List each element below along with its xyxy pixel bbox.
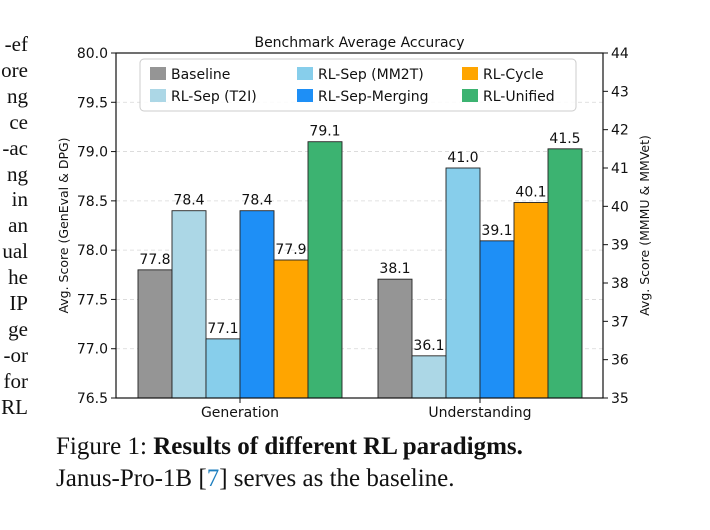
data-label-generation: 79.1 [309, 124, 340, 140]
bar-understanding-2 [445, 167, 481, 399]
right-tick-label: 35 [611, 391, 629, 407]
legend-entry: RL-Unified [483, 89, 555, 105]
right-tick-label: 37 [611, 314, 629, 330]
left-tick-label: 79.5 [77, 95, 108, 111]
side-text-line: he [8, 265, 28, 290]
legend-entry: RL-Cycle [483, 67, 544, 83]
legend-swatch [297, 67, 313, 80]
left-tick-label: 80.0 [77, 46, 108, 62]
bar-generation-2 [205, 338, 241, 399]
legend-swatch [150, 67, 166, 80]
side-text-line: an [8, 213, 28, 238]
left-tick-label: 78.0 [77, 243, 108, 259]
left-tick-label: 77.0 [77, 342, 108, 358]
data-label-understanding: 41.0 [447, 150, 478, 166]
bar-generation-3 [239, 210, 275, 399]
caption-text-b: ] serves as the baseline. [219, 465, 455, 492]
side-text-line: ore [1, 57, 28, 82]
data-label-generation: 78.4 [241, 193, 272, 209]
side-text-line: RL [1, 394, 28, 419]
legend-swatch [150, 89, 166, 102]
bar-generation-1 [171, 210, 207, 399]
right-tick-label: 40 [611, 199, 629, 215]
data-label-generation: 77.9 [275, 242, 306, 258]
data-label-understanding: 39.1 [481, 223, 512, 239]
side-text-line: ce [9, 109, 28, 134]
bar-generation-4 [273, 259, 309, 399]
right-tick-label: 42 [611, 123, 629, 139]
side-text-line: ef- [4, 32, 28, 56]
side-text-line: ac- [2, 135, 28, 160]
left-axis-label: Avg. Score (GenEval & DPG) [56, 137, 71, 313]
right-tick-label: 39 [611, 238, 629, 254]
data-label-generation: 77.8 [139, 252, 170, 268]
legend-entry: RL-Sep (T2I) [171, 89, 257, 105]
right-axis-label: Avg. Score (MMMU & MMVet) [637, 135, 652, 316]
bar-understanding-1 [411, 355, 447, 399]
caption-line-2: Janus-Pro-1B [7] serves as the baseline. [56, 463, 676, 495]
plot-frame [115, 52, 604, 399]
legend-entry: RL-Sep (MM2T) [318, 67, 424, 83]
side-text-column: ef-ore ng ce ac-ng in an ual he IP ge or-for RL [0, 32, 28, 421]
caption-line-1: Figure 1: Results of different RL paradi… [56, 431, 676, 463]
legend-entry: RL-Sep-Merging [318, 89, 429, 105]
caption-text-a: Janus-Pro-1B [ [56, 465, 207, 492]
right-tick-label: 41 [611, 161, 629, 177]
right-tick-label: 43 [611, 84, 629, 100]
bar-understanding-5 [547, 148, 583, 399]
left-tick-label: 78.5 [77, 194, 108, 210]
data-label-generation: 77.1 [207, 321, 238, 337]
citation-link[interactable]: 7 [206, 465, 220, 492]
left-tick-label: 77.5 [77, 292, 108, 308]
bar-generation-5 [307, 141, 343, 399]
data-label-understanding: 41.5 [549, 131, 580, 147]
side-text-line: ual [2, 239, 28, 264]
data-label-generation: 78.4 [173, 193, 204, 209]
caption-prefix: Figure 1: [56, 433, 154, 460]
side-text-line: IP [9, 291, 28, 316]
side-text-line: ge [8, 316, 28, 341]
left-tick-label: 76.5 [77, 391, 108, 407]
right-tick-label: 44 [611, 46, 629, 62]
benchmark-bar-chart: 77.8 38.1 78.4 36.1 77.1 41.0 78.4 39.1 77.9 40.1… [56, 35, 652, 421]
data-label-understanding: 40.1 [515, 185, 546, 201]
left-tick-label: 79.0 [77, 145, 108, 161]
right-tick-label: 36 [611, 353, 629, 369]
data-label-understanding: 38.1 [379, 261, 410, 277]
legend-swatch [462, 89, 478, 102]
side-text-line: or- [3, 342, 29, 367]
caption-bold: Results of different RL paradigms. [153, 433, 523, 460]
side-text-line: ng [7, 83, 28, 108]
bar-understanding-3 [479, 240, 515, 399]
right-tick-label: 38 [611, 276, 629, 292]
data-label-understanding: 36.1 [413, 338, 444, 354]
side-text-line: for [3, 368, 29, 393]
x-tick-label: Generation [201, 405, 279, 421]
bar-understanding-0 [377, 278, 413, 399]
side-text-line: in [11, 187, 28, 212]
legend-swatch [297, 89, 313, 102]
chart-title: Benchmark Average Accuracy [254, 35, 464, 51]
x-tick-label: Understanding [428, 405, 531, 421]
legend-entry: Baseline [171, 67, 230, 83]
figure-caption: Figure 1: Results of different RL paradi… [56, 431, 676, 495]
legend-swatch [462, 67, 478, 80]
bar-understanding-4 [513, 202, 549, 399]
bar-generation-0 [137, 269, 173, 399]
side-text-line: ng [7, 161, 28, 186]
